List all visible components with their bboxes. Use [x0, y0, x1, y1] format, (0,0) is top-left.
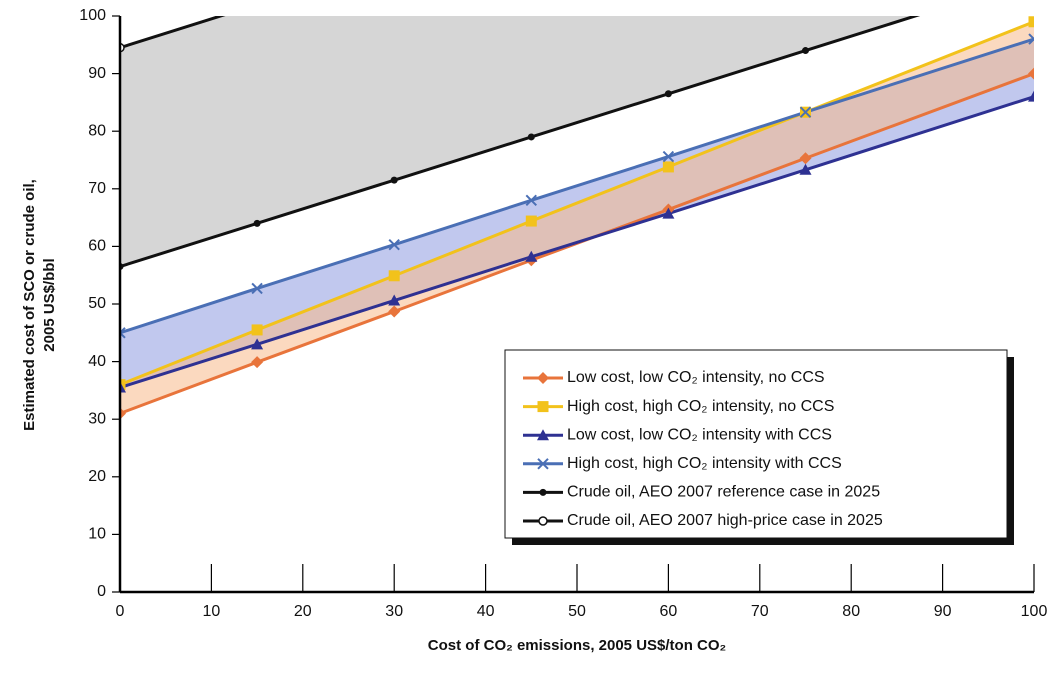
y-axis-label: 2005 US$/bbl	[41, 258, 58, 351]
marker	[662, 150, 675, 163]
y-tick-label: 90	[88, 65, 106, 82]
x-tick-label: 0	[116, 603, 125, 620]
marker	[537, 458, 549, 470]
marker	[537, 401, 549, 413]
marker	[388, 270, 400, 282]
marker	[120, 327, 126, 339]
marker	[525, 250, 538, 262]
marker	[388, 238, 400, 251]
legend-label: Crude oil, AEO 2007 reference case in 20…	[567, 484, 880, 501]
x-tick-label: 70	[751, 603, 769, 620]
y-tick-label: 60	[88, 238, 106, 255]
y-tick-label: 70	[88, 180, 106, 197]
marker	[799, 106, 812, 118]
marker	[537, 429, 549, 441]
legend-label: Low cost, low CO₂ intensity with CCS	[567, 426, 832, 443]
marker	[1028, 90, 1034, 102]
legend-label: High cost, high CO₂ intensity with CCS	[567, 455, 842, 472]
y-tick-label: 30	[88, 410, 106, 427]
marker	[251, 324, 263, 336]
marker	[539, 488, 547, 496]
plot-area	[120, 0, 1034, 420]
legend-label: Crude oil, AEO 2007 high-price case in 2…	[567, 512, 883, 529]
x-tick-label: 50	[568, 603, 586, 620]
marker	[799, 152, 812, 165]
y-tick-label: 80	[88, 122, 106, 139]
x-tick-label: 40	[477, 603, 495, 620]
marker	[390, 176, 398, 184]
marker	[525, 215, 537, 227]
marker	[253, 219, 261, 227]
x-tick-label: 90	[934, 603, 952, 620]
y-tick-label: 20	[88, 468, 106, 485]
marker	[1028, 33, 1034, 45]
marker	[537, 372, 549, 384]
legend-label: Low cost, low CO₂ intensity, no CCS	[567, 369, 825, 386]
marker	[388, 294, 401, 306]
y-axis-label: Estimated cost of SCO or crude oil,	[21, 179, 38, 431]
marker	[120, 381, 126, 393]
marker	[120, 379, 126, 391]
marker	[802, 47, 809, 55]
y-tick-label: 0	[97, 583, 106, 600]
legend	[504, 349, 1008, 539]
marker	[253, 0, 261, 8]
marker	[1028, 67, 1034, 80]
marker	[251, 356, 264, 369]
marker	[799, 163, 812, 175]
x-tick-label: 80	[842, 603, 860, 620]
marker	[1028, 16, 1034, 28]
marker	[388, 305, 401, 318]
marker	[251, 282, 263, 295]
legend-label: High cost, high CO₂ intensity, no CCS	[567, 398, 834, 415]
marker	[662, 207, 675, 219]
x-tick-label: 20	[294, 603, 312, 620]
x-axis-label: Cost of CO₂ emissions, 2005 US$/ton CO₂	[428, 637, 726, 654]
y-tick-label: 50	[88, 295, 106, 312]
marker	[120, 407, 126, 420]
x-tick-label: 100	[1021, 603, 1048, 620]
marker	[525, 194, 538, 207]
marker	[664, 90, 672, 98]
x-tick-label: 30	[385, 603, 403, 620]
y-tick-label: 40	[88, 353, 106, 370]
marker	[251, 338, 264, 350]
x-tick-label: 60	[660, 603, 678, 620]
x-tick-label: 10	[203, 603, 221, 620]
y-tick-label: 10	[88, 526, 106, 543]
marker	[527, 133, 535, 141]
marker	[538, 516, 548, 526]
y-tick-label: 100	[79, 7, 106, 24]
marker	[662, 161, 674, 173]
